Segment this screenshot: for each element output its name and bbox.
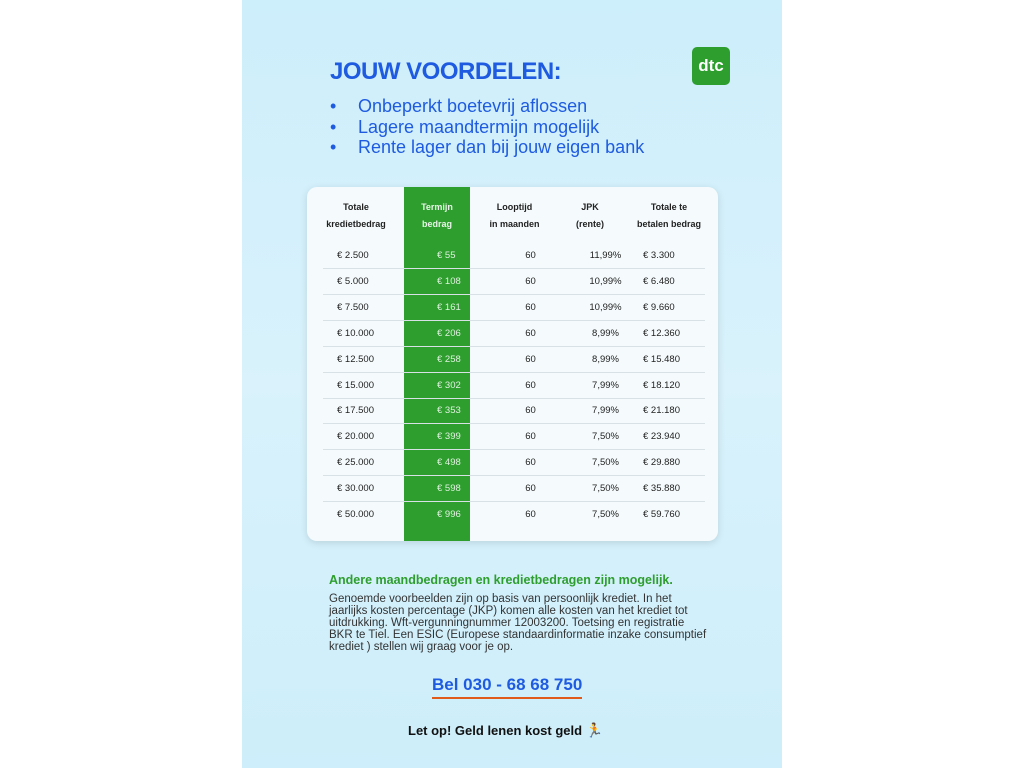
table-row: € 7.500 € 161 60 10,99% € 9.660 (323, 294, 705, 321)
table-cell: € 3.300 (643, 250, 675, 261)
table-cell: € 15.000 (337, 379, 374, 391)
benefits-list: • Onbeperkt boetevrij aflossen • Lagere ma… (330, 96, 644, 158)
column-header: Totale te betalen bedrag (636, 202, 701, 229)
table-cell: 11,99% (589, 250, 622, 261)
table-cell: € 25.000 (337, 457, 374, 469)
column-header: Totale kredietbedrag (326, 202, 386, 229)
table-cell: € 161 (437, 301, 461, 313)
table-cell: € 2.500 (337, 250, 369, 261)
table-cell: € 59.760 (643, 509, 680, 520)
table-cell: 7,99% (592, 405, 619, 417)
table-cell: € 50.000 (337, 509, 374, 520)
table-cell: 10,99% (589, 301, 622, 313)
table-cell: € 12.360 (643, 327, 680, 339)
table-cell: € 17.500 (337, 405, 374, 417)
warning: Let op! Geld lenen kost geld 🏃 (408, 722, 604, 738)
table-cell: € 206 (437, 327, 461, 339)
table-row: € 25.000 € 498 60 7,50% € 29.880 (323, 449, 705, 477)
table-cell: € 15.480 (643, 353, 680, 365)
table-cell: € 23.940 (643, 431, 680, 443)
table-row: € 2.500 € 55 60 11,99% € 3.300 (323, 242, 705, 269)
table-cell: € 21.180 (643, 405, 680, 417)
table-row: € 17.500 € 353 60 7,99% € 21.180 (323, 397, 705, 425)
table-cell: € 30.000 (337, 483, 374, 495)
table-row: € 5.000 € 108 60 10,99% € 6.480 (323, 268, 705, 295)
runner-icon: 🏃 (585, 722, 604, 738)
table-cell: 60 (525, 509, 536, 520)
column-header: Looptijd in maanden (489, 202, 540, 229)
table-cell: € 996 (437, 509, 461, 520)
table-cell: € 399 (437, 431, 461, 443)
note: Andere maandbedragen en kredietbedragen … (329, 573, 673, 587)
benefit-item: • Lagere maandtermijn mogelijk (330, 116, 600, 137)
table-row: € 10.000 € 206 60 8,99% € 12.360 (323, 320, 705, 347)
table-row: € 12.500 € 258 60 8,99% € 15.480 (323, 346, 705, 373)
table-cell: 7,99% (592, 379, 619, 391)
table-cell: € 10.000 (337, 327, 374, 339)
highlight-column (404, 187, 470, 541)
table-cell: 8,99% (592, 353, 619, 365)
table-cell: 60 (525, 405, 536, 417)
table-cell: € 108 (437, 275, 461, 287)
table-cell: € 55 (437, 250, 456, 261)
table-cell: 7,50% (592, 509, 619, 520)
table-cell: € 6.480 (643, 275, 675, 287)
table-cell: 60 (525, 327, 536, 339)
loan-table: Totale kredietbedrag Termijn bedrag Looptijd… (307, 187, 718, 541)
table-cell: € 5.000 (337, 275, 369, 287)
table-cell: 7,50% (592, 431, 619, 443)
table-cell: € 353 (437, 405, 461, 417)
table-cell: 60 (525, 431, 536, 443)
table-row: € 15.000 € 302 60 7,99% € 18.120 (323, 372, 705, 399)
page-title: JOUW VOORDELEN: (330, 58, 562, 85)
table-cell: 60 (525, 250, 536, 261)
phone-link[interactable]: Bel 030 - 68 68 750 (432, 675, 583, 699)
table-row: € 20.000 € 399 60 7,50% € 23.940 (323, 423, 705, 451)
column-header: JPK (rente) (575, 202, 604, 229)
table-cell: 60 (525, 275, 536, 287)
table-cell: 10,99% (589, 275, 622, 287)
table-cell: 60 (525, 483, 536, 495)
table-cell: 60 (525, 353, 536, 365)
table-cell: 7,50% (592, 483, 619, 495)
table-cell: 7,50% (592, 457, 619, 469)
table-cell: € 302 (437, 379, 461, 391)
table-cell: € 18.120 (643, 379, 680, 391)
table-cell: € 9.660 (643, 301, 675, 313)
column-header: Termijn bedrag (421, 202, 453, 229)
table-cell: € 598 (437, 483, 461, 495)
dtc-logo: dtc (692, 47, 730, 85)
table-row: € 30.000 € 598 60 7,50% € 35.880 (323, 475, 705, 503)
table-row: € 50.000 € 996 60 7,50% € 59.760 (307, 501, 705, 527)
benefit-item: • Rente lager dan bij jouw eigen bank (330, 137, 645, 157)
flyer: JOUW VOORDELEN: dtc • Onbeperkt boetevrij… (242, 0, 782, 768)
table-cell: € 7.500 (337, 301, 369, 313)
table-cell: € 35.880 (643, 483, 680, 495)
benefit-item: • Onbeperkt boetevrij aflossen (330, 96, 588, 116)
table-cell: € 12.500 (337, 353, 374, 365)
fine-print: Genoemde voorbeelden zijn op basis van p… (329, 593, 707, 653)
table-cell: € 498 (437, 457, 461, 469)
table-cell: 60 (525, 457, 536, 469)
table-cell: € 29.880 (643, 457, 680, 469)
table-cell: € 258 (437, 353, 461, 365)
table-cell: € 20.000 (337, 431, 374, 443)
table-cell: 60 (525, 301, 536, 313)
table-cell: 60 (525, 379, 536, 391)
table-cell: 8,99% (592, 327, 619, 339)
